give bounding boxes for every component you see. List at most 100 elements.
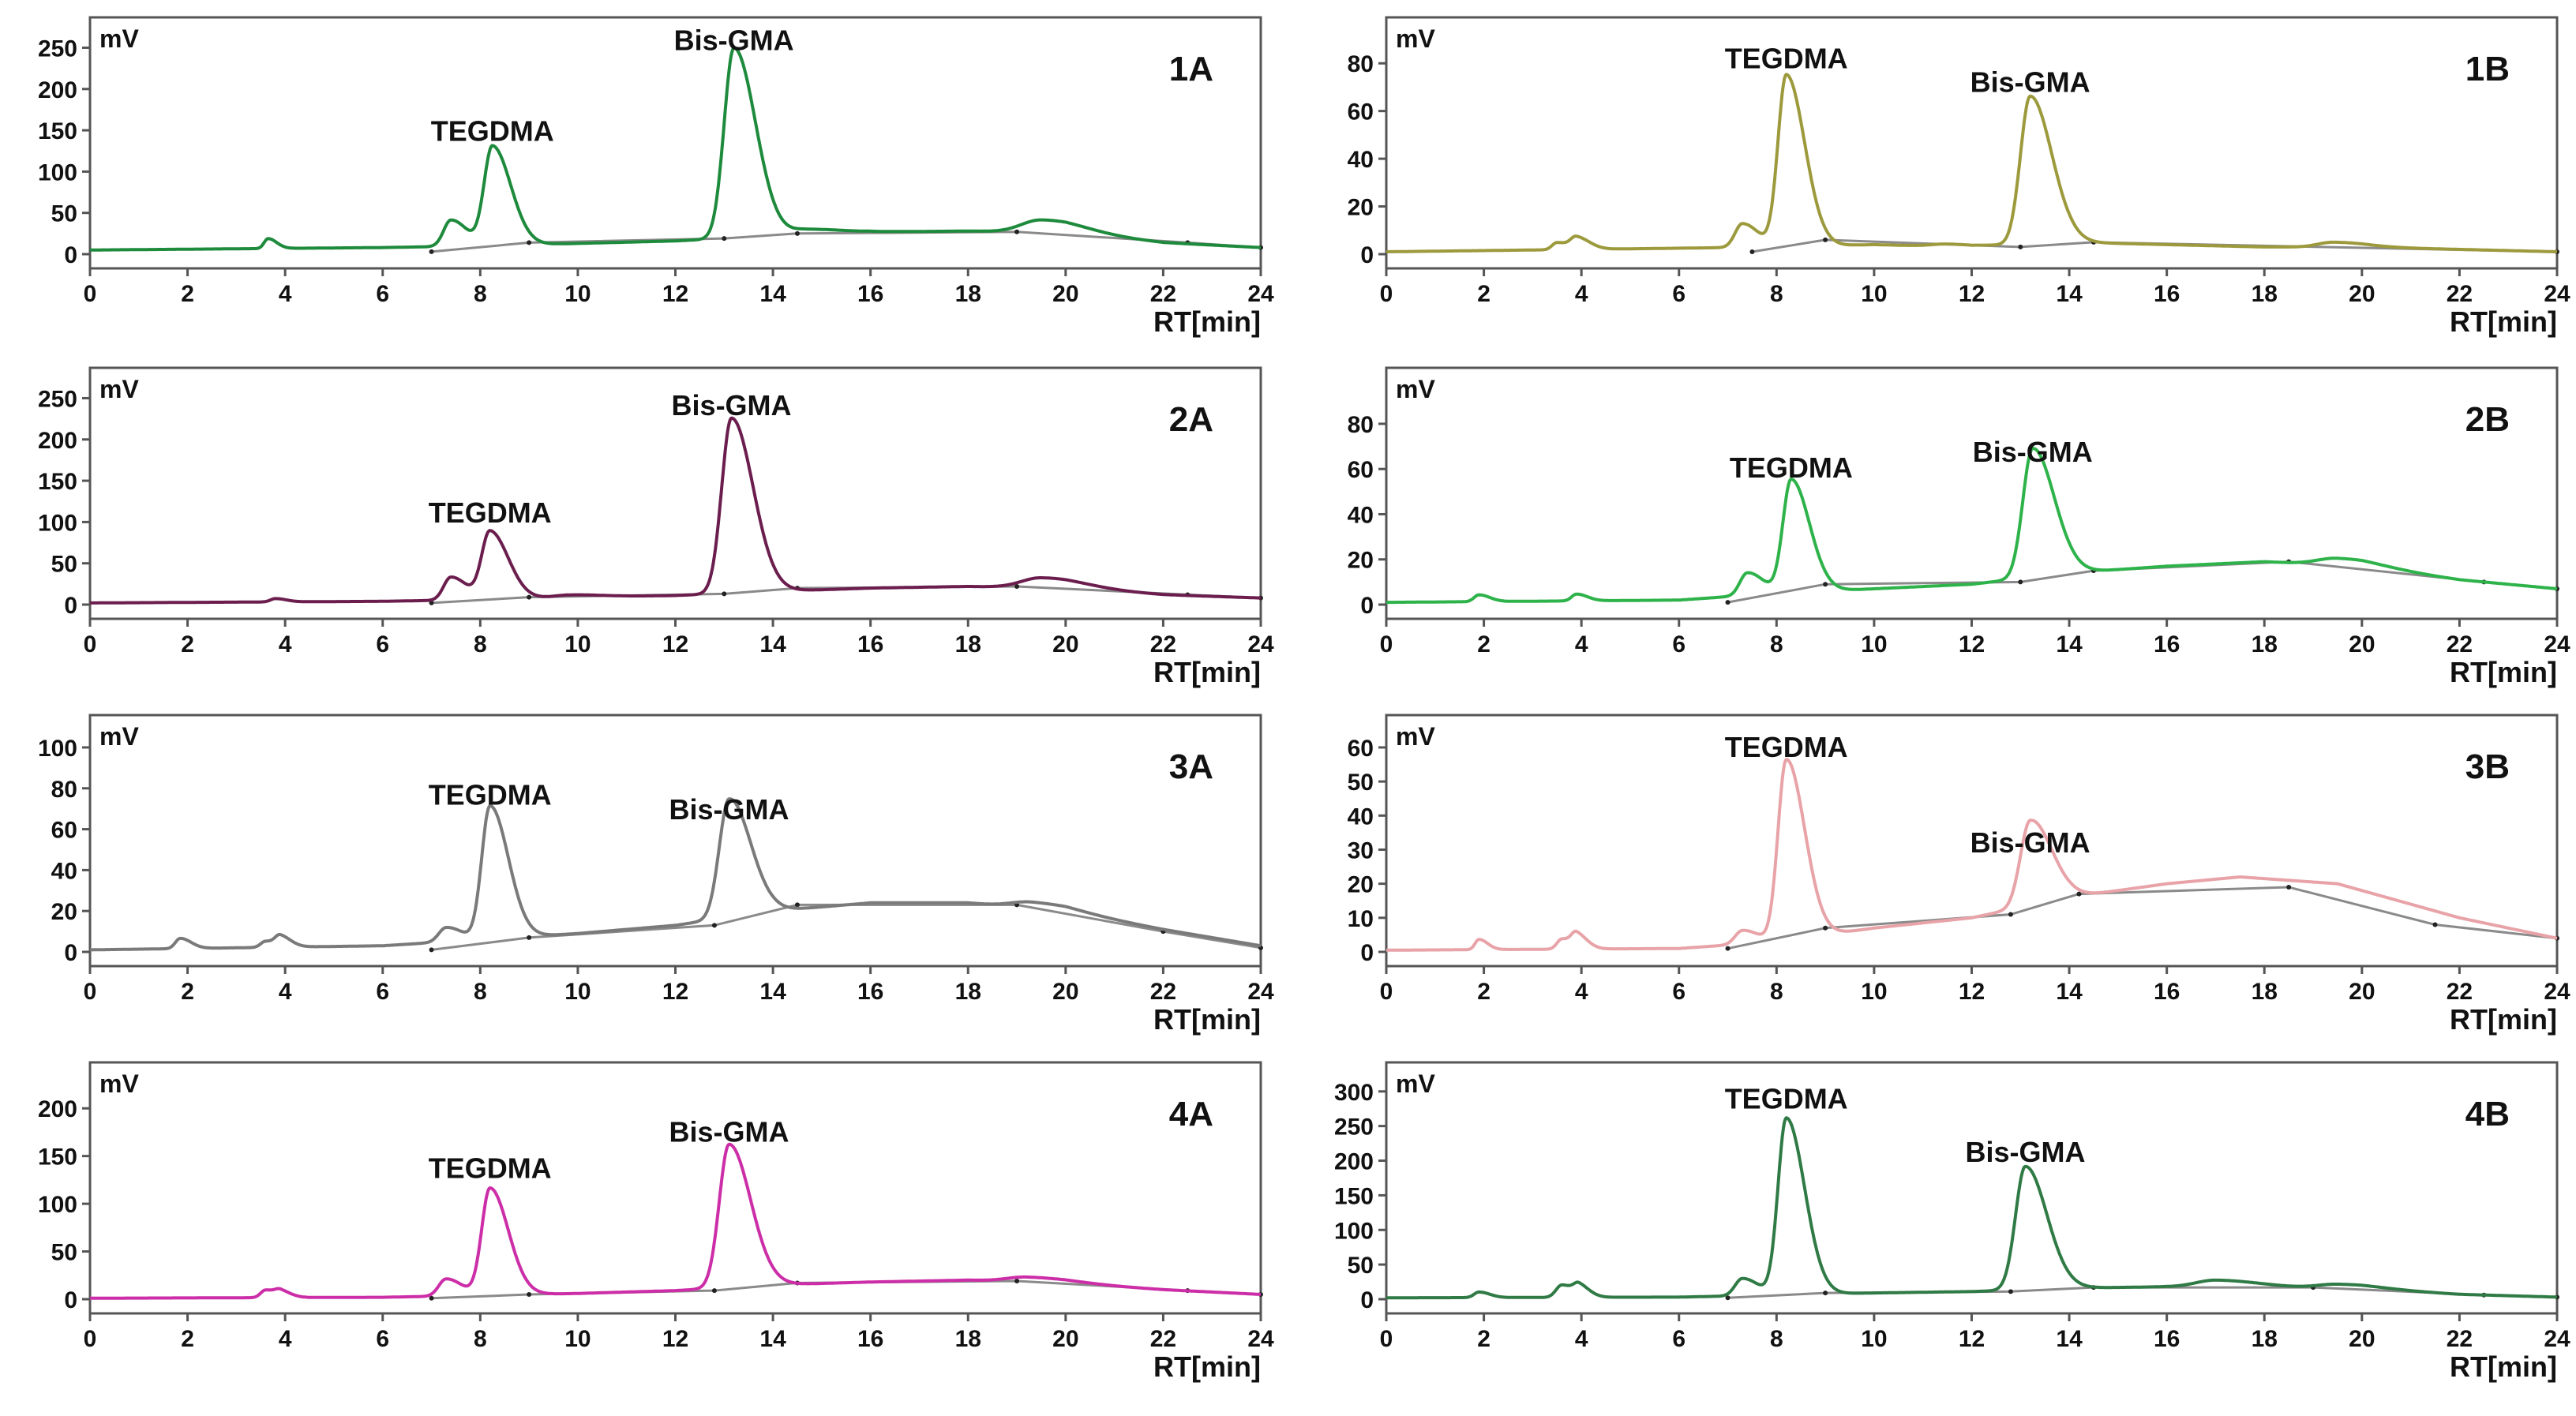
- y-tick-label: 40: [1348, 804, 1374, 830]
- x-tick-label: 24: [1247, 631, 1274, 657]
- y-tick-label: 80: [51, 777, 77, 803]
- y-tick-label: 10: [1348, 906, 1374, 932]
- plot-frame: [88, 366, 1262, 620]
- x-tick-label: 4: [279, 1326, 292, 1352]
- y-tick-label: 60: [1348, 99, 1374, 125]
- y-tick-label: 200: [38, 1096, 77, 1122]
- y-tick-label: 100: [38, 510, 77, 536]
- x-tick-label: 14: [2056, 1326, 2083, 1352]
- y-tick-label: 30: [1348, 837, 1374, 863]
- integration-marker: [1014, 1279, 1020, 1284]
- x-tick-label: 14: [759, 1326, 786, 1352]
- y-tick-label: 100: [38, 1192, 77, 1218]
- y-tick-label: 60: [51, 818, 77, 844]
- plot-frame: [88, 1061, 1262, 1315]
- panel-label: 2A: [1169, 400, 1213, 439]
- y-tick-label: 150: [38, 469, 77, 495]
- y-tick-label: 0: [64, 940, 77, 966]
- x-tick-label: 18: [955, 281, 981, 307]
- x-tick-label: 24: [1247, 281, 1274, 307]
- y-axis-label: mV: [1396, 1069, 1435, 1098]
- x-tick-label: 4: [1575, 631, 1588, 657]
- x-tick-label: 2: [181, 281, 194, 307]
- chromatogram-trace: [1385, 73, 2558, 253]
- x-tick-label: 2: [1477, 631, 1490, 657]
- integration-marker: [2008, 1289, 2013, 1294]
- y-tick-label: 200: [38, 428, 77, 454]
- x-tick-label: 0: [84, 979, 97, 1005]
- y-tick-label: 250: [1334, 1114, 1374, 1141]
- integration-marker: [1823, 1291, 1828, 1296]
- integration-marker: [429, 1295, 434, 1301]
- y-tick-label: 60: [1348, 736, 1374, 762]
- x-tick-label: 6: [376, 1326, 389, 1352]
- x-tick-label: 4: [1575, 1326, 1588, 1352]
- x-tick-label: 16: [2154, 281, 2180, 307]
- x-tick-label: 2: [181, 631, 194, 657]
- y-tick-label: 300: [1334, 1080, 1374, 1106]
- panel-label: 1B: [2465, 50, 2510, 88]
- integration-marker: [2076, 891, 2082, 897]
- x-axis-label: RT[min]: [2450, 1003, 2557, 1036]
- x-tick-label: 18: [955, 631, 981, 657]
- x-tick-label: 4: [1575, 281, 1588, 307]
- x-tick-label: 16: [857, 1326, 883, 1352]
- x-tick-label: 18: [955, 1326, 981, 1352]
- y-axis-label: mV: [1396, 375, 1435, 403]
- x-tick-label: 14: [2056, 979, 2083, 1005]
- panel-label: 1A: [1169, 50, 1213, 88]
- x-tick-label: 6: [1672, 631, 1685, 657]
- integration-marker: [1014, 583, 1020, 589]
- y-tick-label: 50: [51, 1240, 77, 1266]
- x-tick-label: 0: [1380, 631, 1393, 657]
- plot-frame: [88, 16, 1262, 270]
- integration-marker: [1823, 237, 1828, 242]
- peak-label-bisgma: Bis-GMA: [1965, 1136, 2085, 1168]
- peak-label-tegdma: TEGDMA: [431, 114, 554, 147]
- x-tick-label: 16: [2154, 979, 2180, 1005]
- integration-marker: [2432, 922, 2438, 927]
- x-tick-label: 24: [2544, 979, 2570, 1005]
- x-tick-label: 20: [2349, 281, 2375, 307]
- x-tick-label: 22: [1150, 631, 1176, 657]
- y-tick-label: 50: [1348, 1253, 1374, 1279]
- x-tick-label: 0: [84, 281, 97, 307]
- x-tick-label: 10: [1861, 1326, 1887, 1352]
- x-tick-label: 2: [1477, 979, 1490, 1005]
- y-axis-label: mV: [99, 24, 139, 53]
- peak-label-bisgma: Bis-GMA: [669, 793, 789, 826]
- x-tick-label: 10: [1861, 979, 1887, 1005]
- x-tick-label: 16: [857, 631, 883, 657]
- x-tick-label: 4: [279, 979, 292, 1005]
- panel-label: 2B: [2465, 400, 2510, 439]
- x-tick-label: 22: [2447, 1326, 2473, 1352]
- integration-marker: [794, 230, 800, 236]
- x-tick-label: 24: [1247, 1326, 1274, 1352]
- plot-frame: [1385, 366, 2559, 620]
- x-tick-label: 8: [474, 1326, 487, 1352]
- integration-marker: [1823, 925, 1828, 931]
- peak-label-tegdma: TEGDMA: [429, 1152, 552, 1185]
- y-tick-label: 50: [51, 201, 77, 227]
- integration-marker: [1823, 582, 1828, 587]
- y-axis-label: mV: [99, 375, 139, 403]
- x-tick-label: 10: [564, 281, 591, 307]
- integration-marker: [711, 923, 717, 928]
- integration-marker: [2018, 244, 2023, 249]
- y-tick-label: 0: [64, 242, 77, 268]
- y-axis-label: mV: [1396, 722, 1435, 751]
- x-tick-label: 0: [84, 1326, 97, 1352]
- x-tick-label: 10: [564, 1326, 591, 1352]
- chromatogram-trace: [89, 797, 1262, 952]
- x-tick-label: 10: [564, 979, 591, 1005]
- x-tick-label: 6: [1672, 1326, 1685, 1352]
- x-tick-label: 14: [759, 631, 786, 657]
- x-tick-label: 14: [759, 281, 786, 307]
- y-tick-label: 50: [51, 552, 77, 578]
- integration-marker: [527, 935, 532, 940]
- x-tick-label: 2: [1477, 281, 1490, 307]
- x-tick-label: 8: [474, 281, 487, 307]
- x-tick-label: 12: [662, 631, 688, 657]
